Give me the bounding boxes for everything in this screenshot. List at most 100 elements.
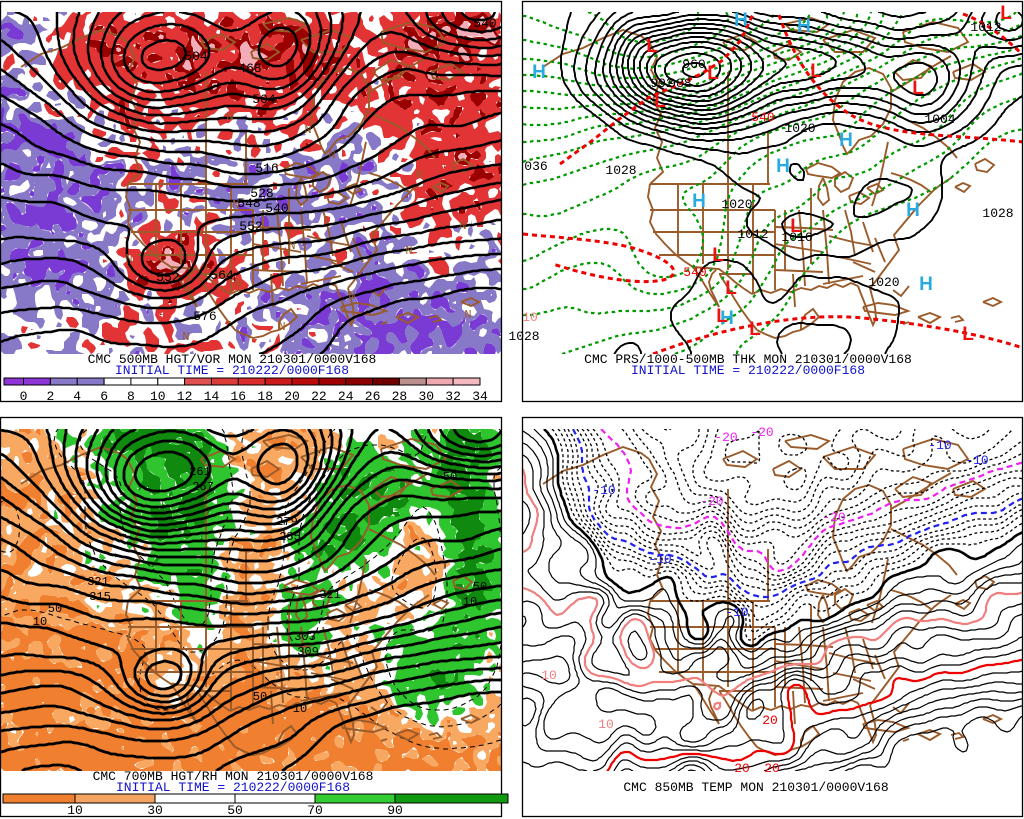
svg-text:N: N <box>288 239 295 253</box>
svg-text:12: 12 <box>177 389 193 404</box>
svg-text:-20: -20 <box>700 494 723 509</box>
svg-text:H: H <box>734 10 748 31</box>
svg-text:036: 036 <box>524 159 547 174</box>
svg-text:-20: -20 <box>714 430 737 445</box>
svg-text:N: N <box>125 252 132 266</box>
svg-text:22: 22 <box>311 389 327 404</box>
svg-text:988: 988 <box>668 76 691 91</box>
svg-text:540: 540 <box>473 16 496 31</box>
svg-text:50: 50 <box>443 470 457 484</box>
svg-text:10: 10 <box>522 310 538 325</box>
svg-text:N: N <box>328 148 335 162</box>
svg-text:309: 309 <box>297 645 319 659</box>
svg-text:10: 10 <box>150 389 166 404</box>
svg-text:L: L <box>962 324 974 345</box>
svg-text:20: 20 <box>762 713 778 728</box>
svg-text:INITIAL TIME = 210222/0000F168: INITIAL TIME = 210222/0000F168 <box>116 780 350 795</box>
svg-text:1020: 1020 <box>784 121 815 136</box>
svg-text:303: 303 <box>294 630 316 644</box>
svg-text:315: 315 <box>89 590 111 604</box>
svg-text:N: N <box>232 198 239 212</box>
svg-text:321: 321 <box>319 588 341 602</box>
svg-text:1012: 1012 <box>737 227 768 242</box>
svg-text:30: 30 <box>418 389 434 404</box>
svg-text:H: H <box>919 274 933 295</box>
svg-text:1004: 1004 <box>924 112 955 127</box>
svg-text:32: 32 <box>445 389 461 404</box>
svg-text:516: 516 <box>255 161 278 176</box>
svg-text:50: 50 <box>227 803 243 818</box>
svg-text:34: 34 <box>472 389 488 404</box>
svg-text:N: N <box>304 123 311 137</box>
svg-text:H: H <box>776 156 790 177</box>
svg-text:321: 321 <box>87 575 109 589</box>
svg-text:20: 20 <box>764 761 780 776</box>
svg-text:L: L <box>749 319 761 340</box>
svg-text:10: 10 <box>67 803 83 818</box>
svg-text:6: 6 <box>100 389 108 404</box>
svg-text:L: L <box>712 245 724 266</box>
svg-text:CMC 500MB HGT/VOR MON 210301/0: CMC 500MB HGT/VOR MON 210301/0000V168 <box>88 352 377 367</box>
svg-text:540: 540 <box>683 265 706 280</box>
svg-text:-10: -10 <box>725 605 748 620</box>
svg-text:N: N <box>459 219 466 233</box>
svg-text:90: 90 <box>387 803 403 818</box>
svg-text:24: 24 <box>338 389 354 404</box>
svg-text:-20: -20 <box>750 425 773 440</box>
svg-text:N: N <box>182 330 189 344</box>
svg-text:1028: 1028 <box>605 163 636 178</box>
svg-text:10: 10 <box>598 717 614 732</box>
svg-text:H: H <box>692 191 706 212</box>
svg-text:L: L <box>1000 3 1012 24</box>
svg-text:16: 16 <box>230 389 246 404</box>
svg-text:L: L <box>912 78 924 99</box>
svg-text:N: N <box>278 320 285 334</box>
svg-text:540: 540 <box>265 201 288 216</box>
svg-text:70: 70 <box>307 803 323 818</box>
svg-text:N: N <box>348 289 355 303</box>
svg-text:N: N <box>464 308 471 322</box>
svg-text:26: 26 <box>365 389 381 404</box>
svg-text:468: 468 <box>238 61 261 76</box>
svg-text:30: 30 <box>147 803 163 818</box>
svg-text:L: L <box>654 91 666 112</box>
svg-text:H: H <box>720 308 734 329</box>
svg-text:1012: 1012 <box>970 20 1001 35</box>
svg-text:4: 4 <box>73 389 81 404</box>
svg-text:1028: 1028 <box>508 329 539 344</box>
svg-text:INITIAL TIME = 210222/0000F168: INITIAL TIME = 210222/0000F168 <box>115 363 349 378</box>
svg-text:540: 540 <box>751 110 774 125</box>
svg-text:279: 279 <box>276 515 298 529</box>
svg-text:960: 960 <box>682 57 705 72</box>
svg-text:20: 20 <box>284 389 300 404</box>
svg-text:10: 10 <box>293 702 307 716</box>
svg-text:28: 28 <box>392 389 408 404</box>
svg-text:548: 548 <box>237 196 260 211</box>
svg-text:564: 564 <box>210 268 234 283</box>
svg-text:10: 10 <box>541 668 557 683</box>
svg-text:18: 18 <box>257 389 273 404</box>
svg-text:1020: 1020 <box>868 275 899 290</box>
svg-text:992: 992 <box>650 76 673 91</box>
svg-text:H: H <box>839 130 853 151</box>
svg-text:285: 285 <box>279 530 301 544</box>
svg-text:504: 504 <box>252 92 276 107</box>
svg-text:-10: -10 <box>965 453 988 468</box>
svg-text:2: 2 <box>46 389 54 404</box>
svg-text:CMC 700MB HGT/RH MON 210301/00: CMC 700MB HGT/RH MON 210301/0000V168 <box>93 769 374 784</box>
svg-text:50: 50 <box>253 690 267 704</box>
svg-text:504: 504 <box>184 49 208 64</box>
svg-text:L: L <box>707 63 719 84</box>
svg-text:267: 267 <box>192 480 214 494</box>
svg-text:CMC PRS/1000-500MB THK MON 210: CMC PRS/1000-500MB THK MON 210301/0000V1… <box>584 352 912 367</box>
svg-text:H: H <box>797 16 811 37</box>
svg-text:50: 50 <box>48 602 62 616</box>
svg-text:1020: 1020 <box>721 197 752 212</box>
svg-text:INITIAL TIME = 210222/0000F168: INITIAL TIME = 210222/0000F168 <box>631 363 865 378</box>
svg-text:20: 20 <box>734 761 750 776</box>
svg-text:L: L <box>646 36 658 57</box>
svg-text:10: 10 <box>33 615 47 629</box>
svg-text:-20: -20 <box>822 510 845 525</box>
svg-text:50: 50 <box>473 580 487 594</box>
svg-text:CMC 850MB TEMP MON 210301/0000: CMC 850MB TEMP MON 210301/0000V168 <box>623 780 888 795</box>
